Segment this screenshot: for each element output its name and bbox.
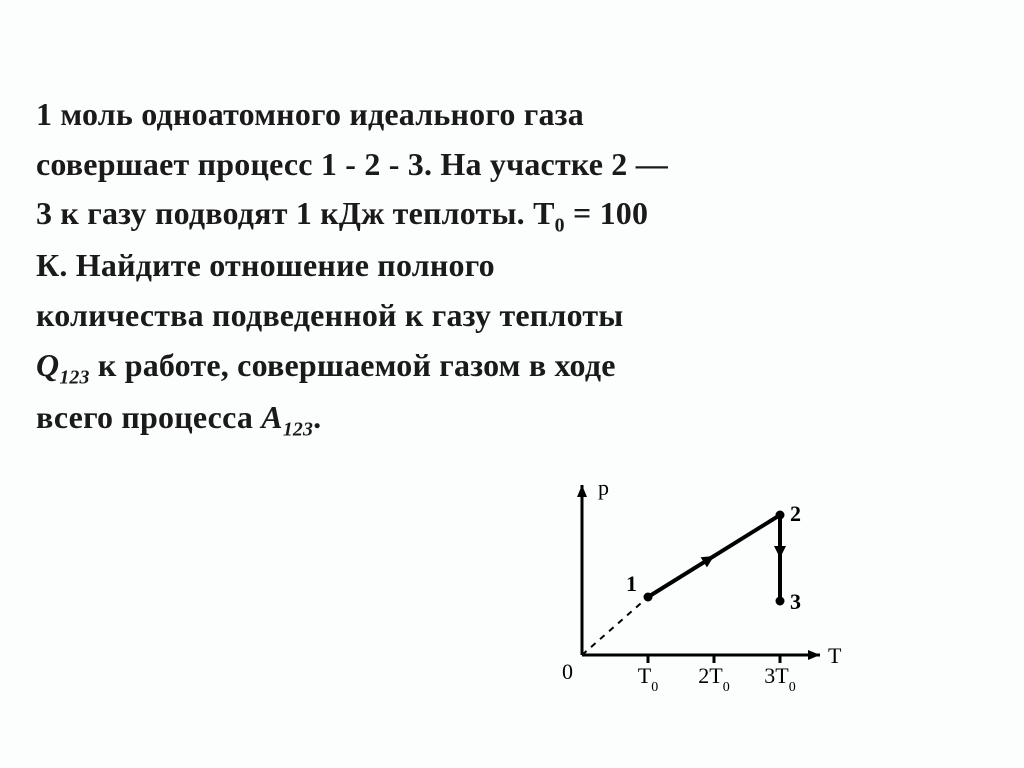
- line-6a: к работе, совершаемой газом в ходе: [90, 347, 616, 383]
- line-1: 1 моль одноатомного идеального газа: [36, 96, 584, 132]
- svg-text:p: p: [598, 475, 609, 500]
- line-4: К. Найдите отношение полного: [36, 247, 495, 283]
- svg-text:3: 3: [790, 589, 801, 614]
- svg-text:2: 2: [790, 501, 801, 526]
- svg-text:1: 1: [626, 571, 637, 596]
- line-7-dot: .: [313, 399, 321, 435]
- svg-text:2T0: 2T0: [698, 663, 729, 695]
- line-3a: 3 к газу подводят 1 кДж теплоты. T: [36, 195, 555, 231]
- svg-text:T0: T0: [638, 663, 658, 695]
- line-2: совершает процесс 1 - 2 - 3. На участке …: [36, 146, 668, 182]
- Q-sym: Q: [36, 347, 59, 383]
- svg-text:0: 0: [562, 659, 573, 684]
- line-3-sub: 0: [555, 215, 565, 237]
- svg-text:T: T: [828, 643, 842, 668]
- page: 1 моль одноатомного идеального газа сове…: [0, 0, 1024, 768]
- pt-diagram: pT0T02T03T0123: [534, 473, 844, 708]
- line-3b: = 100: [565, 195, 648, 231]
- svg-text:3T0: 3T0: [764, 663, 795, 695]
- A-sub: 123: [283, 418, 313, 440]
- problem-text: 1 моль одноатомного идеального газа сове…: [36, 90, 988, 445]
- line-7a: всего процесса: [36, 399, 261, 435]
- A-sym: A: [261, 399, 283, 435]
- pt-diagram-svg: pT0T02T03T0123: [534, 473, 844, 703]
- Q-sub: 123: [59, 366, 89, 388]
- line-5: количества подведенной к газу теплоты: [36, 297, 623, 333]
